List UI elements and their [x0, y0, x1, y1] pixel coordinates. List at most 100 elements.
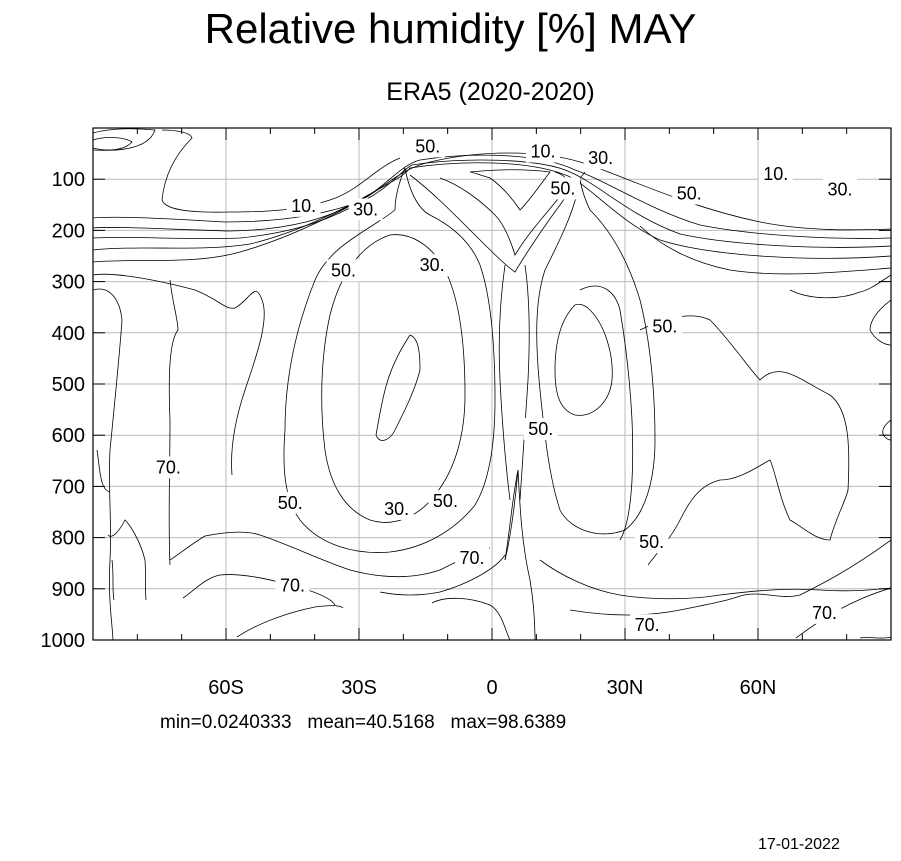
contour-line: [168, 279, 179, 566]
contour-line: [639, 315, 850, 566]
contour-line: [111, 559, 115, 601]
contour-label-bg: [523, 418, 558, 441]
y-tick-label: 500: [52, 374, 85, 396]
y-tick-label: 200: [52, 220, 85, 242]
contour-line: [169, 531, 491, 578]
contour-label: 30.: [384, 499, 409, 519]
y-tick-label: 700: [52, 476, 85, 498]
contour-line: [283, 167, 496, 553]
contour-line: [92, 137, 133, 151]
contour-label: 30.: [588, 148, 613, 168]
y-tick-label: 900: [52, 579, 85, 601]
contour-label-bg: [672, 182, 707, 205]
x-tick-label: 60N: [740, 677, 777, 699]
contour-label-bg: [326, 259, 361, 282]
contour-label: 50.: [677, 184, 702, 204]
y-tick-labels: 100 200 300 400 500 600 700 800 900 1000: [41, 169, 86, 652]
chart-title: Relative humidity [%] MAY: [204, 5, 697, 52]
contour-line: [639, 225, 892, 275]
contour-label: 50.: [652, 317, 677, 337]
contour-line: [504, 469, 519, 561]
grid: [93, 128, 891, 640]
contour-label-bg: [630, 614, 665, 637]
contour-line: [92, 152, 892, 231]
contour-label: 30.: [353, 199, 378, 219]
y-tick-label: 400: [52, 323, 85, 345]
contour-line: [92, 162, 892, 259]
contour-label: 70.: [460, 548, 485, 568]
contour-label: 10.: [291, 196, 316, 216]
stats-line: min=0.0240333 mean=40.5168 max=98.6389: [160, 712, 567, 733]
contour-label: 70.: [156, 457, 181, 477]
contour-label: 10.: [763, 164, 788, 184]
contour-line: [107, 519, 147, 601]
contour-line: [92, 288, 123, 641]
contour-label: 70.: [280, 576, 305, 596]
contour-line: [92, 159, 892, 248]
y-tick-label: 800: [52, 528, 85, 550]
x-tick-label: 60S: [208, 677, 244, 699]
contour-label-bg: [275, 574, 310, 597]
date-stamp: 17-01-2022: [758, 836, 840, 853]
contour-line: [92, 194, 371, 263]
contour-label-bg: [273, 491, 308, 514]
contour-label: 50.: [331, 260, 356, 280]
y-tick-label: 300: [52, 272, 85, 294]
contour-label: 70.: [635, 615, 660, 635]
contour-line: [504, 469, 536, 641]
contour-label-bg: [410, 135, 445, 158]
x-tick-label: 0: [486, 677, 497, 699]
contour-line: [92, 128, 156, 151]
contour-label: 10.: [530, 142, 555, 162]
contour-label-bg: [583, 147, 618, 170]
contour-label-bg: [807, 601, 842, 624]
contour-label: 70.: [812, 603, 837, 623]
contour-label-bg: [151, 456, 186, 479]
x-tick-label: 30N: [607, 677, 644, 699]
contour-label-bg: [348, 198, 383, 221]
contour-line: [431, 597, 511, 641]
x-tick-labels: 60S 30S 0 30N 60N: [208, 677, 776, 699]
contour-label-bg: [823, 178, 858, 201]
contour-line: [882, 419, 892, 441]
contour-label: 50.: [550, 178, 575, 198]
contour-line: [469, 169, 551, 211]
contour-label-bg: [415, 254, 450, 277]
contour-line: [96, 449, 111, 493]
contour-lines: [92, 128, 892, 641]
contour-label: 30.: [828, 179, 853, 199]
contour-line: [539, 559, 892, 600]
contour-label-bg: [545, 177, 580, 200]
contour-label-bg: [286, 194, 321, 217]
contour-line: [375, 334, 421, 441]
contour-line: [182, 574, 336, 606]
contour-labels: 10. 10. 10. 30. 30. 30. 30. 30. 50. 50. 50. 50. 50. 5…: [151, 135, 858, 637]
ticks: [93, 128, 891, 641]
contour-label: 50.: [415, 136, 440, 156]
contour-label-bg: [525, 140, 560, 163]
contour-line: [554, 303, 613, 416]
contour-line: [161, 129, 401, 213]
contour-line: [536, 179, 656, 535]
y-tick-label: 100: [52, 169, 85, 191]
contour-line: [379, 554, 506, 596]
contour-label: 50.: [639, 532, 664, 552]
y-tick-label: 600: [52, 425, 85, 447]
contour-label: 50.: [528, 419, 553, 439]
contour-label: 50.: [433, 491, 458, 511]
contour-label-bg: [379, 497, 414, 520]
contour-label: 30.: [420, 255, 445, 275]
contour-label-bg: [758, 163, 793, 186]
contour-label-bg: [634, 531, 669, 554]
chart-subtitle: ERA5 (2020-2020): [386, 78, 595, 106]
x-tick-label: 30S: [341, 677, 377, 699]
contour-line: [789, 274, 892, 299]
contour-line: [579, 285, 634, 541]
contour-line: [569, 539, 892, 616]
contour-label-bg: [455, 547, 490, 570]
contour-label-bg: [428, 490, 463, 513]
y-tick-label: 1000: [41, 630, 86, 652]
contour-line: [519, 264, 530, 501]
contour-line: [92, 273, 265, 476]
